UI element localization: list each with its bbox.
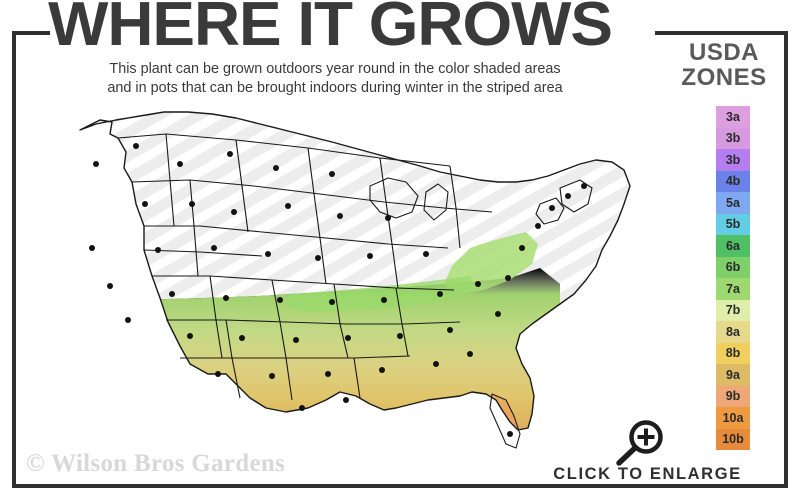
legend-swatch-7a-8[interactable]: 7a bbox=[716, 278, 750, 300]
usda-zone-legend: 3a 3b 3b 4b 5a 5b 6a 6b 7a 7b 8a 8b 9a 9b 10a 10b bbox=[716, 106, 750, 450]
frame-left-segment bbox=[12, 31, 16, 488]
legend-swatch-3b-2[interactable]: 3b bbox=[716, 149, 750, 171]
magnifier-plus-icon[interactable] bbox=[612, 418, 668, 466]
legend-swatch-4b-3[interactable]: 4b bbox=[716, 170, 750, 192]
page-title: WHERE IT GROWS bbox=[48, 0, 613, 59]
frame-right-segment bbox=[784, 31, 788, 488]
legend-swatch-9a-12[interactable]: 9a bbox=[716, 364, 750, 386]
legend-swatch-6a-6[interactable]: 6a bbox=[716, 235, 750, 257]
legend-swatch-3b-1[interactable]: 3b bbox=[716, 127, 750, 149]
map-striped-region bbox=[80, 112, 630, 430]
legend-swatch-8a-10[interactable]: 8a bbox=[716, 321, 750, 343]
legend-title: USDA ZONES bbox=[660, 40, 788, 90]
click-to-enlarge-label[interactable]: CLICK TO ENLARGE bbox=[553, 465, 742, 483]
legend-title-line-2: ZONES bbox=[681, 64, 767, 91]
legend-swatch-5a-4[interactable]: 5a bbox=[716, 192, 750, 214]
city-dots bbox=[89, 143, 587, 437]
frame-bottom-segment bbox=[12, 484, 788, 488]
usa-hardiness-map bbox=[40, 108, 660, 458]
legend-swatch-9b-13[interactable]: 9b bbox=[716, 385, 750, 407]
subtitle-line-1: This plant can be grown outdoors year ro… bbox=[109, 61, 561, 77]
state-boundaries bbox=[79, 111, 631, 449]
legend-swatch-6b-7[interactable]: 6b bbox=[716, 256, 750, 278]
usa-map-svg bbox=[79, 111, 631, 449]
legend-swatch-5b-5[interactable]: 5b bbox=[716, 213, 750, 235]
legend-swatch-7b-9[interactable]: 7b bbox=[716, 299, 750, 321]
frame-top-right-segment bbox=[655, 31, 788, 35]
legend-swatch-10a-14[interactable]: 10a bbox=[716, 407, 750, 429]
legend-swatch-10b-15[interactable]: 10b bbox=[716, 428, 750, 450]
subtitle-line-2: and in pots that can be brought indoors … bbox=[107, 80, 563, 96]
legend-swatch-8b-11[interactable]: 8b bbox=[716, 342, 750, 364]
frame-top-left-segment bbox=[12, 31, 50, 35]
legend-swatch-3a-0[interactable]: 3a bbox=[716, 106, 750, 128]
watermark: © Wilson Bros Gardens bbox=[26, 450, 286, 477]
legend-title-line-1: USDA bbox=[688, 39, 759, 66]
subtitle: This plant can be grown outdoors year ro… bbox=[30, 60, 640, 98]
